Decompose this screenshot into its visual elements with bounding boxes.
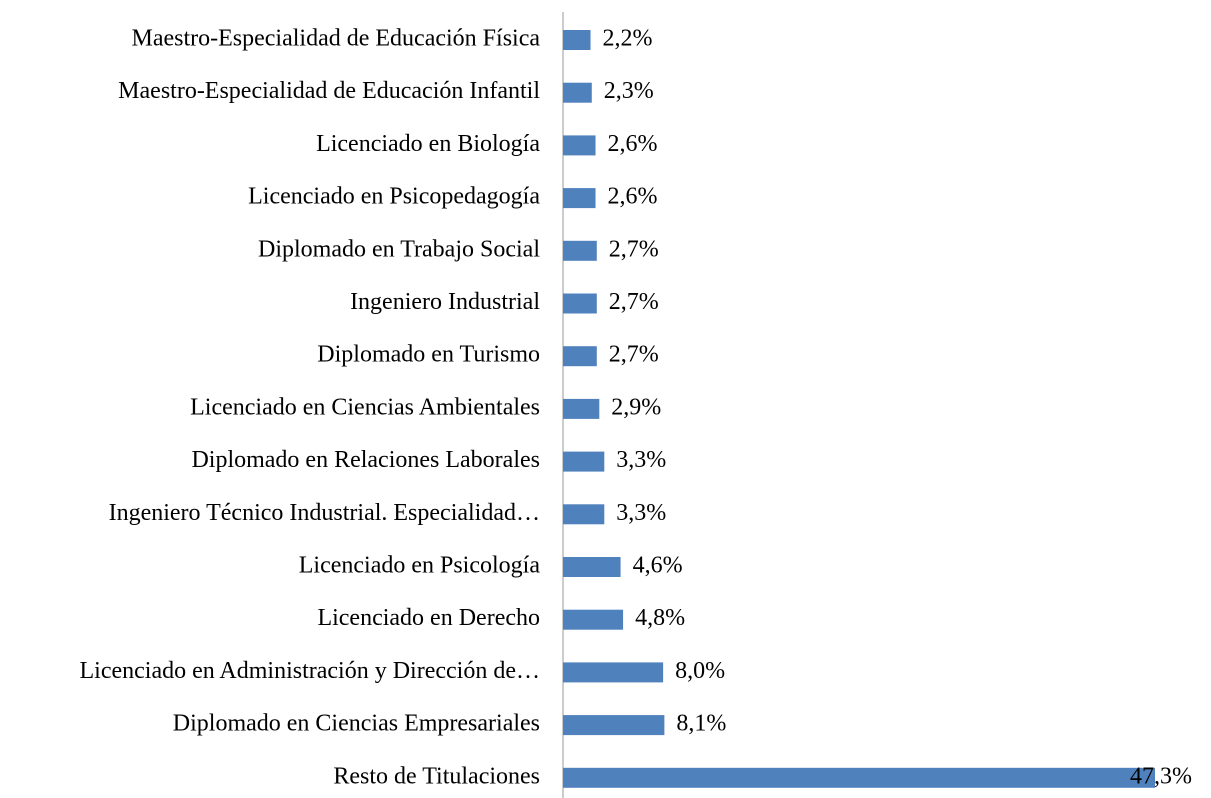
y-tick-label: Licenciado en Ciencias Ambientales: [190, 394, 540, 420]
data-label: 8,1%: [676, 711, 726, 737]
data-label: 4,8%: [635, 605, 685, 631]
data-label: 2,3%: [604, 78, 654, 104]
y-tick-label: Licenciado en Psicopedagogía: [248, 184, 540, 210]
y-tick-label: Maestro-Especialidad de Educación Física: [131, 26, 540, 52]
data-label: 2,2%: [603, 26, 653, 52]
y-tick-label: Ingeniero Técnico Industrial. Especialid…: [109, 500, 540, 526]
bar: [563, 609, 624, 630]
data-label: 2,7%: [609, 342, 659, 368]
bar: [563, 346, 597, 367]
bar: [563, 135, 596, 156]
y-tick-label: Licenciado en Psicología: [299, 553, 541, 579]
bar: [563, 82, 592, 103]
data-label: 2,6%: [608, 184, 658, 210]
bar: [563, 30, 591, 50]
data-label: 3,3%: [616, 500, 666, 526]
data-label: 4,6%: [633, 553, 683, 579]
y-tick-label: Diplomado en Relaciones Laborales: [191, 447, 540, 473]
y-tick-label: Licenciado en Administración y Dirección…: [79, 658, 540, 684]
y-tick-label: Diplomado en Turismo: [317, 342, 540, 368]
bar: [563, 715, 665, 736]
y-tick-label: Diplomado en Trabajo Social: [258, 236, 540, 262]
y-tick-label: Diplomado en Ciencias Empresariales: [173, 711, 540, 737]
bar: [563, 504, 605, 525]
bar: [563, 557, 621, 577]
data-label: 2,7%: [609, 236, 659, 262]
data-label: 2,7%: [609, 289, 659, 315]
bar: [563, 398, 600, 419]
bar: [563, 240, 597, 261]
data-label: 8,0%: [675, 658, 725, 684]
data-label: 3,3%: [616, 447, 666, 473]
data-label: 2,9%: [611, 394, 661, 420]
bar: [563, 767, 1155, 788]
bar: [563, 188, 596, 209]
y-tick-label: Resto de Titulaciones: [333, 763, 540, 789]
y-tick-label: Ingeniero Industrial: [350, 289, 540, 315]
bar: [563, 451, 605, 472]
data-label: 47,3%: [1130, 763, 1192, 789]
bar: [563, 662, 664, 683]
data-label: 2,6%: [608, 131, 658, 157]
y-tick-label: Licenciado en Biología: [316, 131, 540, 157]
y-tick-label: Licenciado en Derecho: [317, 605, 540, 631]
bar: [563, 293, 597, 314]
y-tick-label: Maestro-Especialidad de Educación Infant…: [118, 78, 540, 104]
